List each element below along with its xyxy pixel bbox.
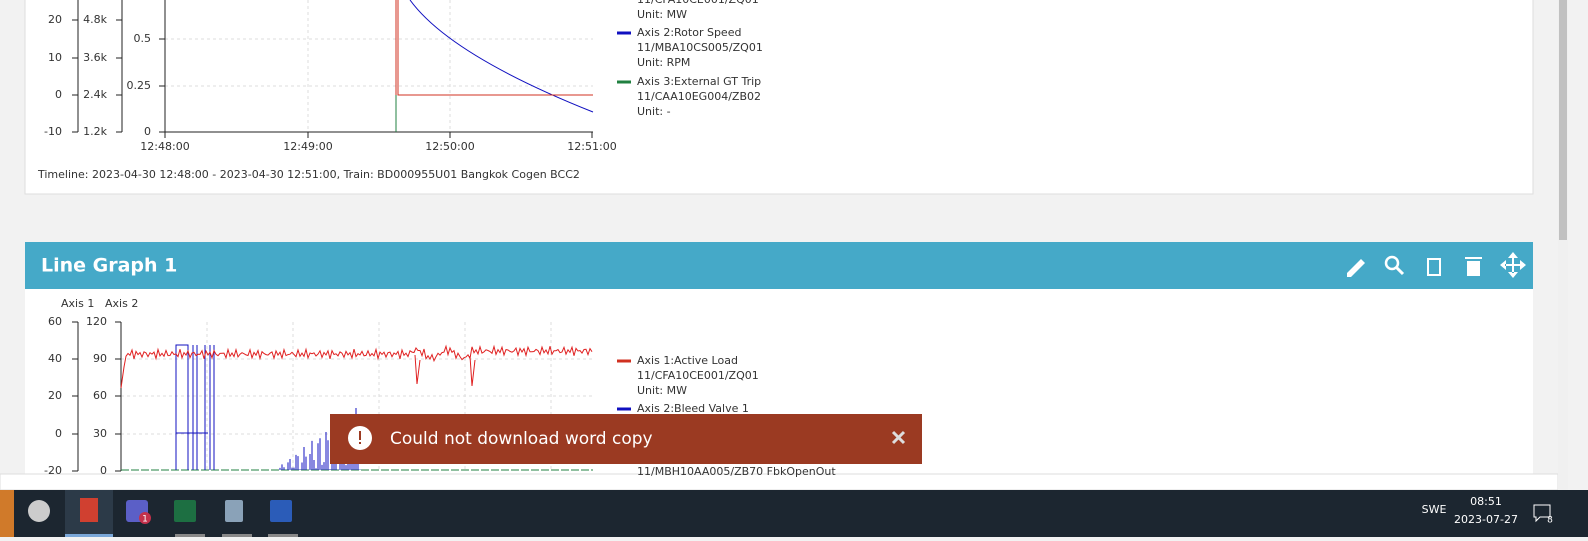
trace (120, 344, 593, 389)
legend-text: 11/MBH10AA005/ZB70 FbkOpenOut (637, 465, 836, 478)
x-tick-label: 12:48:00 (140, 140, 189, 153)
y-tick-label: 0 (100, 464, 107, 477)
legend-text: 11/CFA10CE001/ZQ01 (637, 369, 759, 382)
panel-header (25, 242, 1533, 289)
y-tick-label: 2.4k (83, 88, 107, 101)
app-icon[interactable] (225, 500, 243, 522)
y-tick-label: 60 (93, 389, 107, 402)
panel-title: Line Graph 1 (41, 255, 177, 277)
app-icon[interactable] (28, 500, 50, 522)
y-tick-label: -10 (44, 125, 62, 138)
x-tick-label: 12:49:00 (283, 140, 332, 153)
y-tick-label: 0 (55, 88, 62, 101)
legend-text: Axis 2:Bleed Valve 1 (637, 402, 749, 415)
clock-time: 08:51 (1470, 495, 1502, 508)
legend-text: Unit: MW (637, 8, 687, 21)
plot1 (77, 0, 594, 133)
y-tick-label: 1.2k (83, 125, 107, 138)
toast-message: Could not download word copy (390, 429, 653, 449)
y-tick-label: 20 (48, 389, 62, 402)
notification-count: 8 (1547, 516, 1553, 526)
toast (330, 414, 922, 464)
app-icon[interactable] (174, 500, 196, 522)
language: SWE (1422, 503, 1447, 516)
x-tick-label: 12:51:00 (567, 140, 616, 153)
app-icon[interactable] (80, 498, 98, 522)
legend-text: Axis 1:Active Load (637, 354, 738, 367)
app-icon[interactable] (270, 500, 292, 522)
axis-label: Axis 2 (105, 297, 138, 310)
y-tick-label: 30 (93, 427, 107, 440)
y-tick-label: 40 (48, 352, 62, 365)
legend-text: Unit: MW (637, 384, 687, 397)
footer: Timeline: 2023-04-30 12:48:00 - 2023-04-… (37, 168, 580, 181)
y-tick-label: 10 (48, 51, 62, 64)
legend-text: Unit: - (637, 105, 671, 118)
y-tick-label: 90 (93, 352, 107, 365)
legend-text: Axis 2:Rotor Speed (637, 26, 741, 39)
toolbar[interactable] (1347, 252, 1526, 278)
legend-text: 11/MBA10CS005/ZQ01 (637, 41, 763, 54)
y-tick-label: 120 (86, 315, 107, 328)
taskbar (0, 490, 1588, 537)
legend-text: Unit: RPM (637, 56, 690, 69)
badge: 1 (142, 515, 148, 525)
y-tick-label: 20 (48, 13, 62, 26)
legend-text: Axis 3:External GT Trip (637, 75, 761, 88)
y-tick-label: 60 (48, 315, 62, 328)
panel (24, 0, 1534, 195)
legend-text: 11/CAA10EG004/ZB02 (637, 90, 761, 103)
y-tick-label: 0.25 (127, 79, 152, 92)
y-tick-label: 0 (55, 427, 62, 440)
clock-date: 2023-07-27 (1454, 513, 1518, 526)
toast-close[interactable] (891, 430, 906, 445)
plot2 (77, 322, 593, 471)
y-tick-label: 4.8k (83, 13, 107, 26)
y-tick-label: -20 (44, 464, 62, 477)
axis-label: Axis 1 (61, 297, 94, 310)
y-tick-label: 3.6k (83, 51, 107, 64)
x-tick-label: 12:50:00 (425, 140, 474, 153)
y-tick-label: 0.5 (134, 32, 152, 45)
legend-text: 11/CFA10CE001/ZQ01 (637, 0, 759, 6)
y-tick-label: 0 (144, 125, 151, 138)
